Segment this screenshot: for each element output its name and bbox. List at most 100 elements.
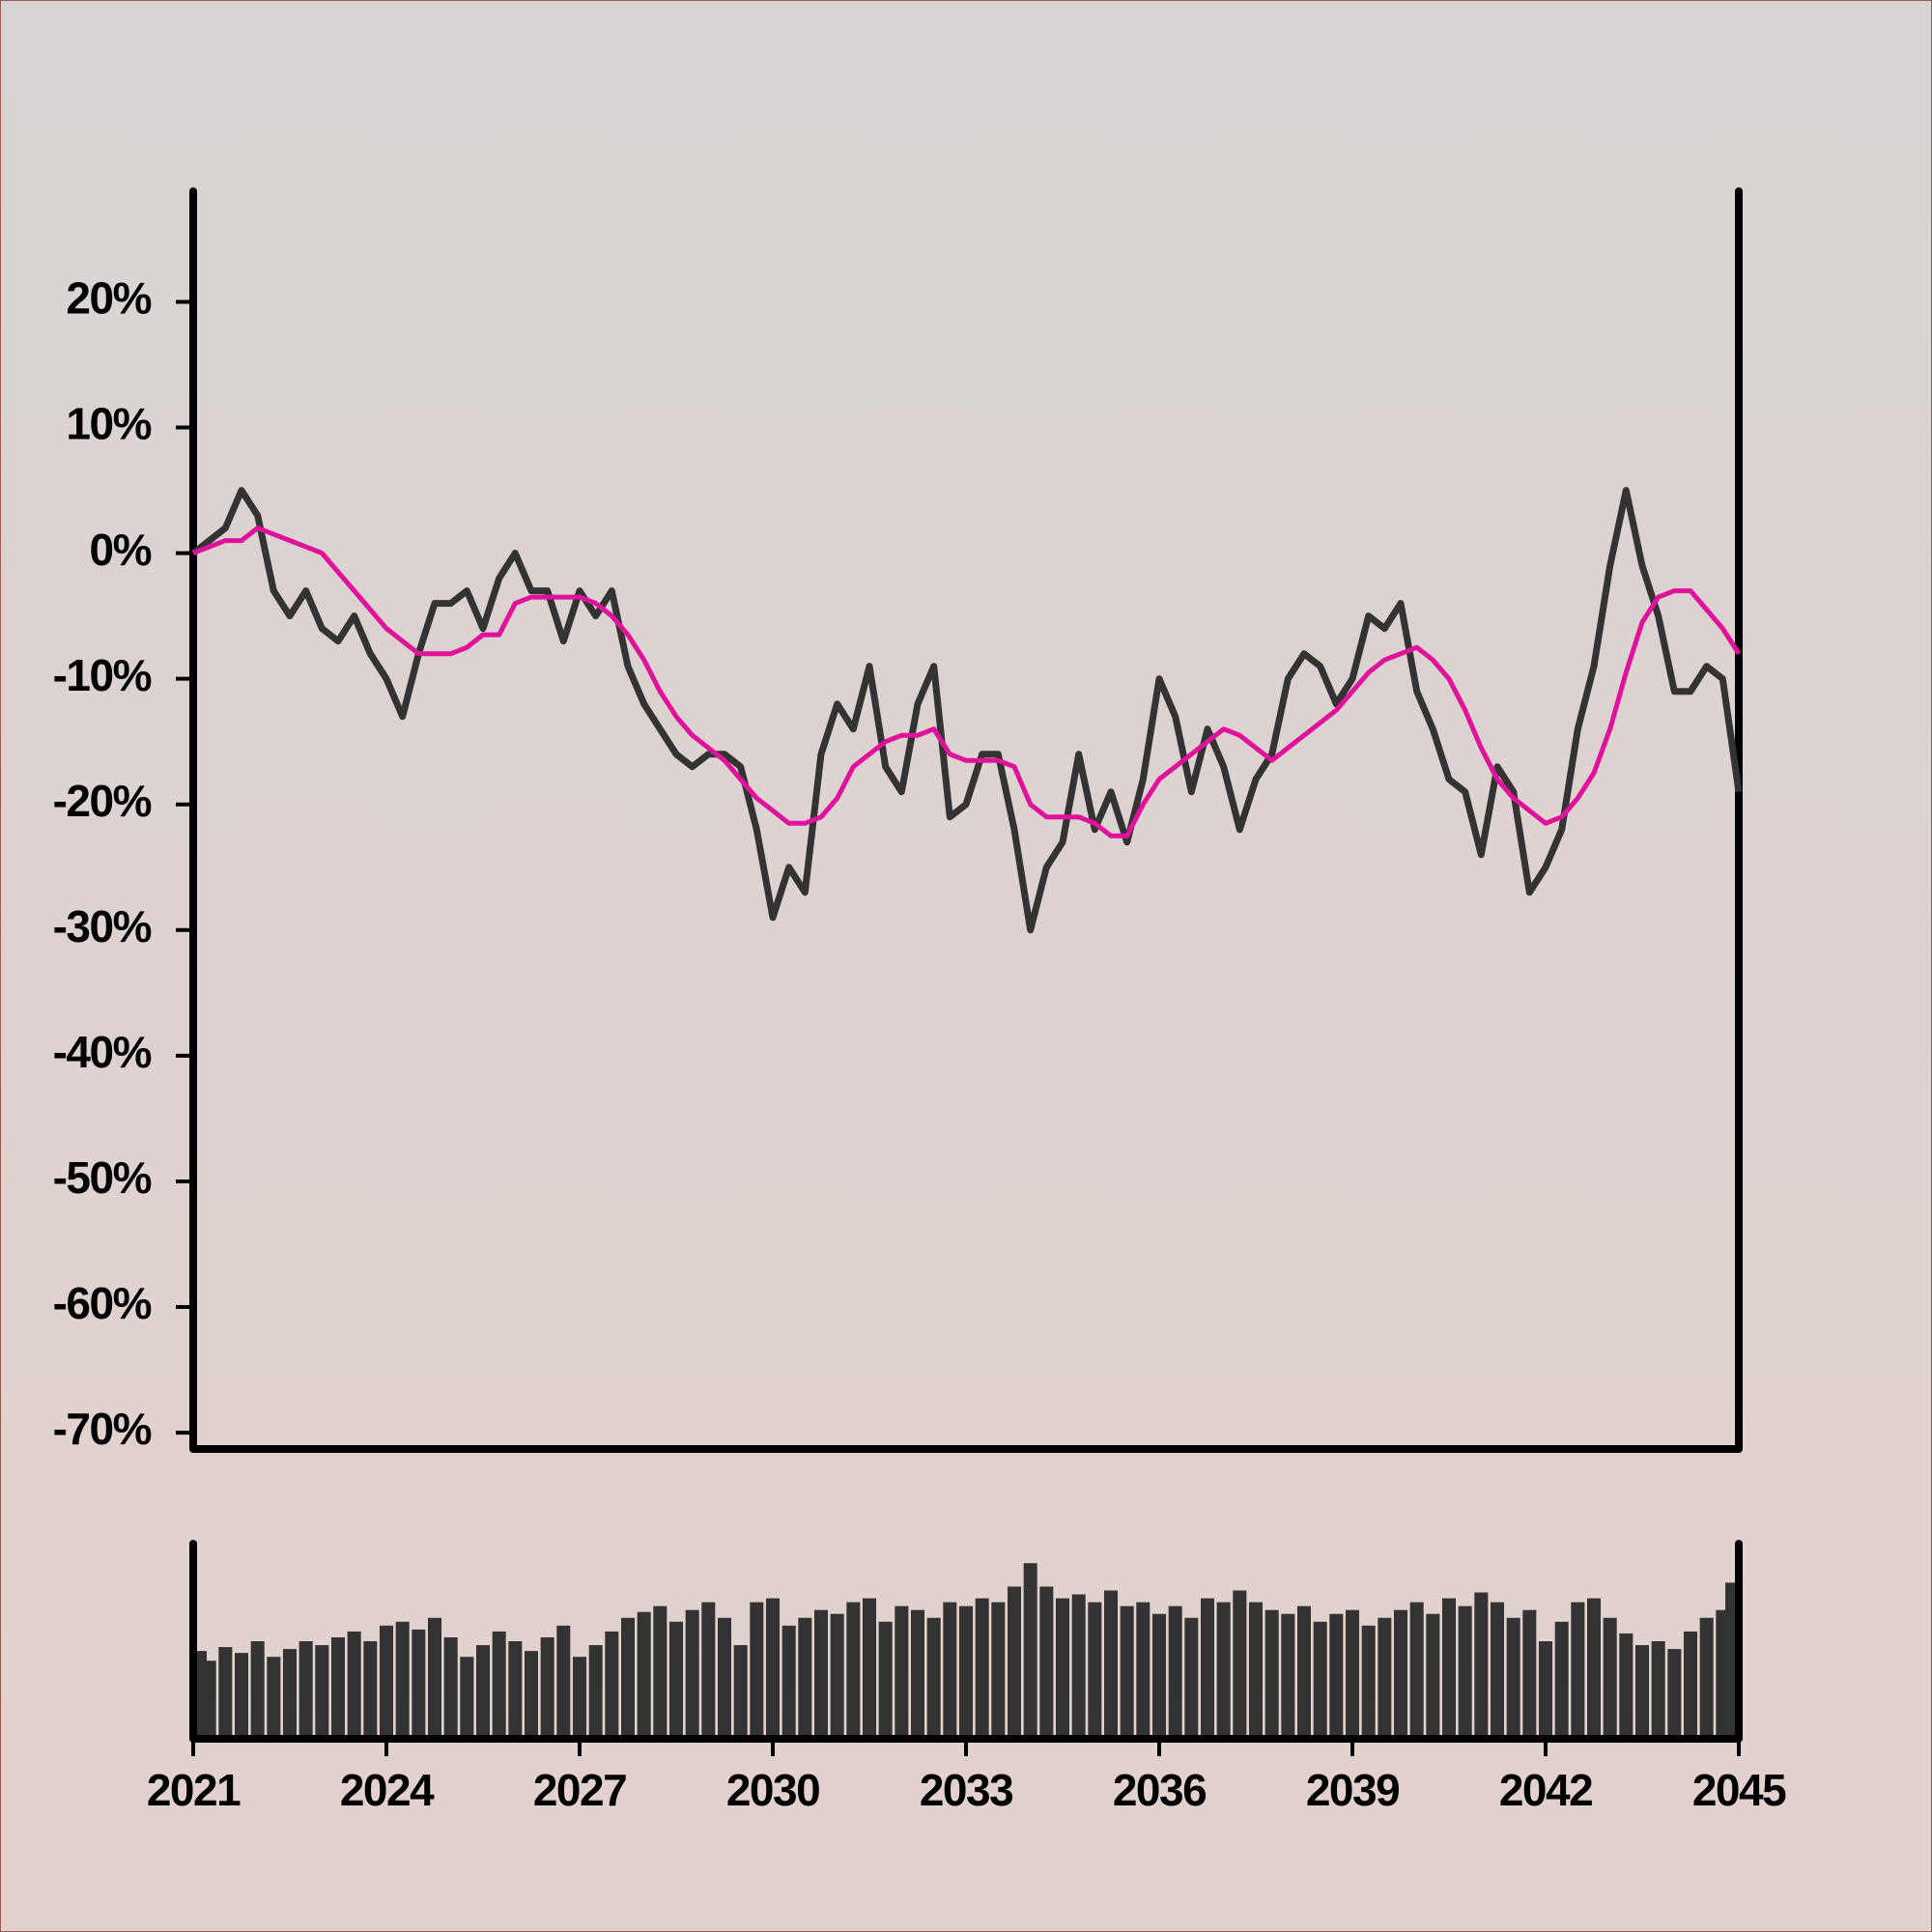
volume-bar (910, 1609, 925, 1739)
x-tick-label: 2036 (1113, 1765, 1206, 1815)
volume-bar (781, 1625, 796, 1739)
volume-bar (347, 1631, 361, 1739)
volume-bar (958, 1605, 974, 1739)
volume-bar (1683, 1631, 1698, 1739)
volume-bar (218, 1647, 233, 1739)
volume-bar (572, 1657, 587, 1739)
volume-bar (1441, 1598, 1457, 1739)
volume-bar (701, 1602, 716, 1739)
x-tick-label: 2024 (340, 1765, 435, 1815)
volume-bar (1055, 1598, 1070, 1739)
volume-bar (975, 1598, 989, 1739)
y-tick-label: -30% (53, 901, 152, 952)
volume-bar (1313, 1621, 1327, 1739)
volume-bar (492, 1631, 506, 1739)
volume-bar (1345, 1609, 1360, 1739)
volume-bar (1603, 1617, 1617, 1739)
x-tick-label: 2033 (920, 1765, 1012, 1815)
x-tick-label: 2021 (147, 1765, 241, 1815)
volume-bar (862, 1598, 877, 1739)
volume-bar (813, 1609, 829, 1739)
volume-bar (1103, 1590, 1119, 1739)
volume-bar (1586, 1598, 1602, 1739)
volume-bar (1248, 1602, 1264, 1739)
volume-bar (412, 1629, 426, 1739)
volume-bar (443, 1636, 458, 1739)
volume-bar (460, 1657, 474, 1739)
volume-bar (653, 1605, 668, 1739)
y-tick-label: -50% (53, 1152, 152, 1203)
volume-bar (250, 1641, 265, 1739)
volume-bar (1634, 1645, 1650, 1739)
y-tick-label: -20% (53, 776, 152, 826)
volume-bar (282, 1649, 298, 1739)
volume-bar (1200, 1598, 1215, 1739)
volume-bar (943, 1602, 957, 1739)
series-line (192, 526, 1742, 838)
volume-bar (1522, 1609, 1537, 1739)
volume-bar (234, 1653, 249, 1739)
volume-bar (508, 1641, 523, 1739)
volume-bar (1120, 1605, 1134, 1739)
volume-bar (267, 1657, 281, 1739)
volume-bar (556, 1625, 571, 1739)
y-tick-label: -40% (53, 1027, 152, 1077)
volume-bar (620, 1617, 636, 1739)
volume-bar (427, 1617, 442, 1739)
volume-bar (1281, 1613, 1295, 1739)
volume-bar (202, 1661, 216, 1739)
volume-bar (588, 1645, 603, 1739)
volume-bar (668, 1621, 684, 1739)
volume-bar (1329, 1613, 1344, 1739)
y-tick-label: -10% (53, 650, 152, 700)
volume-bar (1474, 1592, 1489, 1739)
volume-bar (1264, 1609, 1279, 1739)
volume-bar (878, 1621, 893, 1739)
volume-bar (524, 1651, 539, 1739)
volume-bar (1538, 1641, 1553, 1739)
volume-bar (1699, 1617, 1714, 1739)
volume-bar (1506, 1617, 1520, 1739)
volume-bar (1088, 1602, 1102, 1739)
volume-bar (475, 1645, 491, 1739)
y-tick-label: -60% (53, 1278, 152, 1328)
volume-bar (685, 1609, 699, 1739)
volume-bar (750, 1602, 764, 1739)
volume-bar (1184, 1617, 1199, 1739)
volume-bar (1571, 1602, 1585, 1739)
volume-bar (1136, 1602, 1151, 1739)
volume-bar (1393, 1609, 1408, 1739)
y-tick-label: 0% (90, 525, 152, 575)
volume-bar (1361, 1625, 1376, 1739)
x-tick-label: 2027 (533, 1765, 626, 1815)
volume-bar (1554, 1621, 1569, 1739)
y-tick-label: 10% (66, 399, 151, 449)
axis-frame (189, 187, 1743, 1453)
x-tick-label: 2042 (1499, 1765, 1592, 1815)
x-tick-label: 2030 (726, 1765, 819, 1815)
volume-bar (1426, 1613, 1440, 1739)
volume-bar (1216, 1602, 1231, 1739)
volume-bar (1458, 1605, 1472, 1739)
volume-bar (1378, 1617, 1392, 1739)
volume-bar (1233, 1590, 1247, 1739)
volume-bar (895, 1605, 909, 1739)
volume-bar (1007, 1586, 1022, 1739)
volume-bar (395, 1621, 410, 1739)
volume-bar (1619, 1633, 1634, 1739)
volume-bar (1168, 1605, 1182, 1739)
x-tick-label: 2039 (1306, 1765, 1399, 1815)
volume-bar (298, 1641, 313, 1739)
volume-bar (991, 1602, 1006, 1739)
volume-bar (1651, 1641, 1665, 1739)
y-tick-label: 20% (66, 273, 151, 324)
volume-bar (1490, 1602, 1505, 1739)
volume-bar (315, 1645, 329, 1739)
volume-bar (1151, 1613, 1167, 1739)
volume-bar (926, 1617, 941, 1739)
y-tick-label: -70% (53, 1404, 152, 1454)
volume-bar (798, 1617, 812, 1739)
volume-bar (1039, 1586, 1054, 1739)
volume-bar (717, 1617, 732, 1739)
